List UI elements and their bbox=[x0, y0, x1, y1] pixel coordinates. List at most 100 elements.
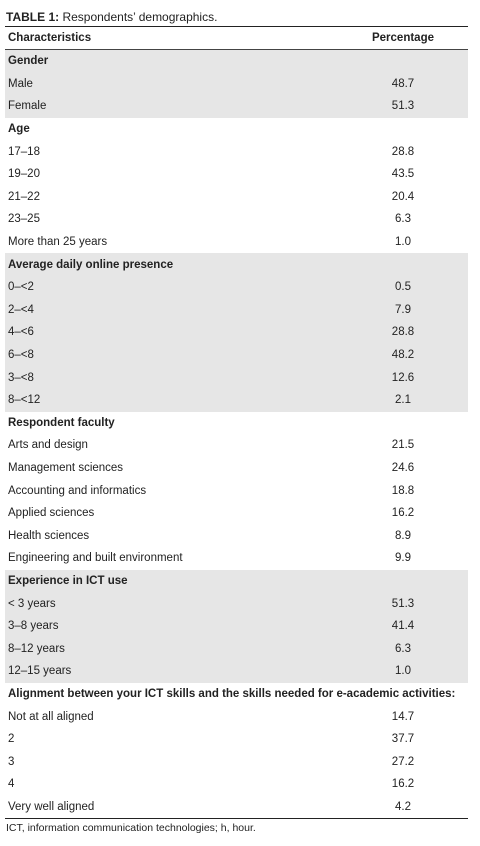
table-header-row: Characteristics Percentage bbox=[5, 27, 468, 50]
row-percentage: 27.2 bbox=[391, 755, 415, 768]
section-header-row: Experience in ICT use bbox=[5, 569, 468, 593]
table-row: More than 25 years 1.0 bbox=[5, 231, 468, 254]
row-label: Male bbox=[8, 77, 33, 90]
row-label: More than 25 years bbox=[8, 236, 108, 249]
row-percentage: 8.9 bbox=[395, 529, 411, 542]
row-percentage: 48.7 bbox=[391, 77, 415, 90]
row-percentage: 28.8 bbox=[391, 326, 415, 339]
table-row: 3–8 years 41.4 bbox=[5, 614, 468, 638]
section-header-row: Alignment between your ICT skills and th… bbox=[5, 683, 468, 706]
row-label: 8–12 years bbox=[8, 642, 65, 655]
row-percentage: 48.2 bbox=[391, 349, 415, 362]
row-percentage: 24.6 bbox=[391, 461, 415, 474]
row-percentage: 6.3 bbox=[395, 642, 411, 655]
section-label: Alignment between your ICT skills and th… bbox=[8, 687, 456, 700]
row-label: 17–18 bbox=[8, 145, 40, 158]
row-label: < 3 years bbox=[8, 597, 56, 610]
table-body: Gender Male 48.7 Female 51.3 Age 17–18 28.8 19–2… bbox=[5, 50, 468, 818]
row-percentage: 18.8 bbox=[391, 484, 415, 497]
table-row: 0–<2 0.5 bbox=[5, 275, 468, 299]
table-row: 4 16.2 bbox=[5, 773, 468, 796]
row-label: 4–<6 bbox=[8, 326, 34, 339]
row-label: 3–<8 bbox=[8, 371, 34, 384]
row-percentage: 41.4 bbox=[391, 620, 415, 633]
section-header-row: Age bbox=[5, 118, 468, 141]
table-footnote: ICT, information communication technolog… bbox=[6, 822, 256, 834]
table-row: Not at all aligned 14.7 bbox=[5, 705, 468, 728]
table-row: 2 37.7 bbox=[5, 728, 468, 751]
table-row: 21–22 20.4 bbox=[5, 186, 468, 209]
row-percentage: 37.7 bbox=[391, 733, 415, 746]
table-row: 3–<8 12.6 bbox=[5, 366, 468, 389]
row-label: 2 bbox=[8, 733, 15, 746]
row-label: Health sciences bbox=[8, 529, 90, 542]
table-row: 2–<4 7.9 bbox=[5, 298, 468, 322]
table-row: 3 27.2 bbox=[5, 750, 468, 773]
table-row: Accounting and informatics 18.8 bbox=[5, 479, 468, 502]
table-row: Applied sciences 16.2 bbox=[5, 502, 468, 525]
row-label: Not at all aligned bbox=[8, 710, 94, 723]
row-label: 0–<2 bbox=[8, 281, 34, 294]
row-label: 4 bbox=[8, 778, 15, 791]
table-row: 4–<6 28.8 bbox=[5, 321, 468, 344]
row-percentage: 28.8 bbox=[391, 145, 415, 158]
section-label: Experience in ICT use bbox=[8, 574, 128, 587]
row-label: 21–22 bbox=[8, 190, 40, 203]
row-percentage: 20.4 bbox=[391, 190, 415, 203]
row-percentage: 9.9 bbox=[395, 552, 411, 565]
row-label: 19–20 bbox=[8, 168, 40, 181]
row-percentage: 14.7 bbox=[391, 710, 415, 723]
demographics-table: Characteristics Percentage Gender Male 48.… bbox=[5, 26, 468, 820]
table-row: Health sciences 8.9 bbox=[5, 524, 468, 547]
row-label: 8–<12 bbox=[8, 394, 41, 407]
table-row: Arts and design 21.5 bbox=[5, 434, 468, 457]
table-row: Very well aligned 4.2 bbox=[5, 796, 468, 819]
row-percentage: 0.5 bbox=[395, 281, 411, 294]
row-percentage: 21.5 bbox=[391, 439, 415, 452]
table-row: 8–<12 2.1 bbox=[5, 388, 468, 412]
row-label: 12–15 years bbox=[8, 665, 72, 678]
header-characteristics: Characteristics bbox=[8, 32, 92, 44]
section-header-row: Average daily online presence bbox=[5, 253, 468, 276]
row-percentage: 12.6 bbox=[391, 371, 415, 384]
row-label: 3 bbox=[8, 755, 15, 768]
table-row: 19–20 43.5 bbox=[5, 163, 468, 186]
table-row: Engineering and built environment 9.9 bbox=[5, 547, 468, 570]
row-percentage: 43.5 bbox=[391, 168, 415, 181]
row-percentage: 1.0 bbox=[395, 236, 411, 249]
header-percentage: Percentage bbox=[371, 32, 434, 44]
row-label: Female bbox=[8, 100, 47, 113]
section-label: Gender bbox=[8, 55, 49, 68]
row-percentage: 2.1 bbox=[395, 394, 411, 407]
row-percentage: 7.9 bbox=[395, 303, 411, 316]
section-label: Age bbox=[8, 123, 30, 136]
section-label: Average daily online presence bbox=[8, 258, 174, 271]
section-header-row: Gender bbox=[5, 50, 468, 73]
row-label: 6–<8 bbox=[8, 349, 34, 362]
table-row: 6–<8 48.2 bbox=[5, 343, 468, 367]
row-percentage: 16.2 bbox=[391, 778, 415, 791]
row-percentage: 1.0 bbox=[395, 665, 411, 678]
table-row: < 3 years 51.3 bbox=[5, 592, 468, 615]
table-row: Management sciences 24.6 bbox=[5, 457, 468, 480]
row-label: Management sciences bbox=[8, 461, 124, 474]
row-label: Applied sciences bbox=[8, 507, 95, 520]
row-label: Engineering and built environment bbox=[8, 552, 183, 565]
table-row: 8–12 years 6.3 bbox=[5, 637, 468, 661]
row-label: 23–25 bbox=[8, 213, 40, 226]
table-caption: TABLE 1: Respondents’ demographics. bbox=[6, 8, 217, 26]
section-label: Respondent faculty bbox=[8, 416, 115, 429]
table-row: 23–25 6.3 bbox=[5, 208, 468, 231]
table-row: 17–18 28.8 bbox=[5, 140, 468, 163]
table-caption-label: TABLE 1: bbox=[6, 10, 60, 24]
table-row: 12–15 years 1.0 bbox=[5, 660, 468, 683]
row-percentage: 51.3 bbox=[391, 597, 415, 610]
table-row: Male 48.7 bbox=[5, 72, 468, 96]
row-label: Very well aligned bbox=[8, 800, 95, 813]
row-percentage: 4.2 bbox=[395, 800, 411, 813]
row-label: 2–<4 bbox=[8, 303, 34, 316]
row-percentage: 16.2 bbox=[391, 507, 415, 520]
section-header-row: Respondent faculty bbox=[5, 412, 468, 435]
row-label: Accounting and informatics bbox=[8, 484, 147, 497]
